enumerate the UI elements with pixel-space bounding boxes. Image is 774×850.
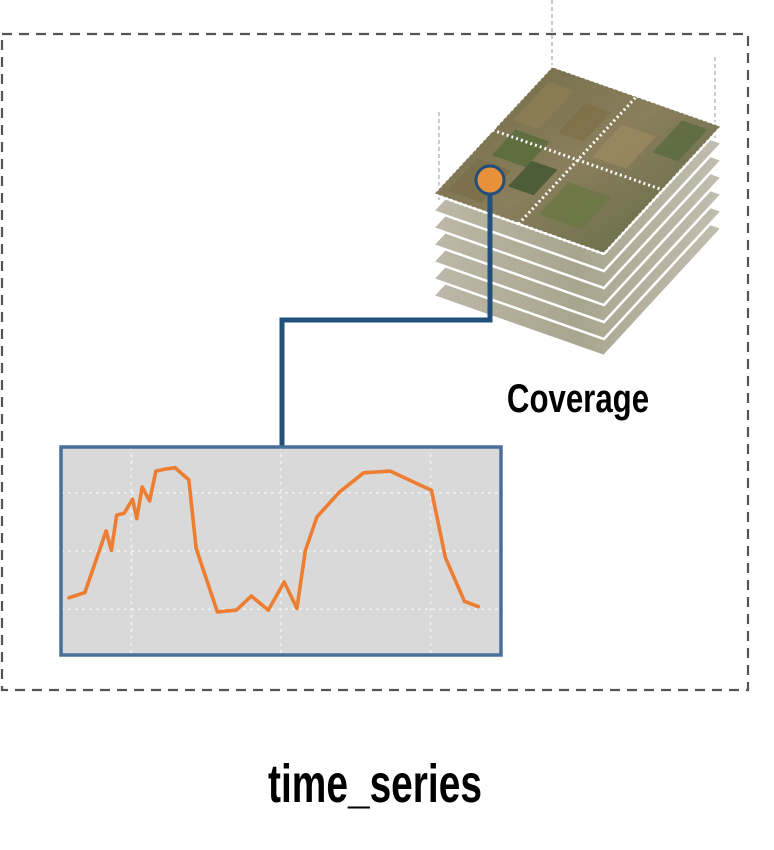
chart-border <box>59 445 503 657</box>
field-patch <box>512 81 575 130</box>
dashed-frame <box>0 32 750 692</box>
field-patch <box>592 124 656 169</box>
coverage-stack <box>430 64 725 358</box>
field-patch <box>491 129 550 168</box>
diagram-caption: time_series <box>268 753 482 814</box>
coverage-label: Coverage <box>507 376 649 421</box>
field-patch <box>538 182 612 230</box>
pixel-connector <box>279 180 493 446</box>
time-series-chart <box>59 445 503 657</box>
field-patch <box>508 160 558 196</box>
series-line <box>67 465 481 614</box>
field-patch <box>652 120 708 162</box>
field-patch <box>557 103 611 142</box>
chart-grid <box>61 447 501 655</box>
pixel-marker[interactable] <box>474 164 506 196</box>
tile-grid-divider <box>517 94 639 226</box>
tile-grid-outline <box>430 64 725 256</box>
tile-grid-divider <box>492 128 664 192</box>
